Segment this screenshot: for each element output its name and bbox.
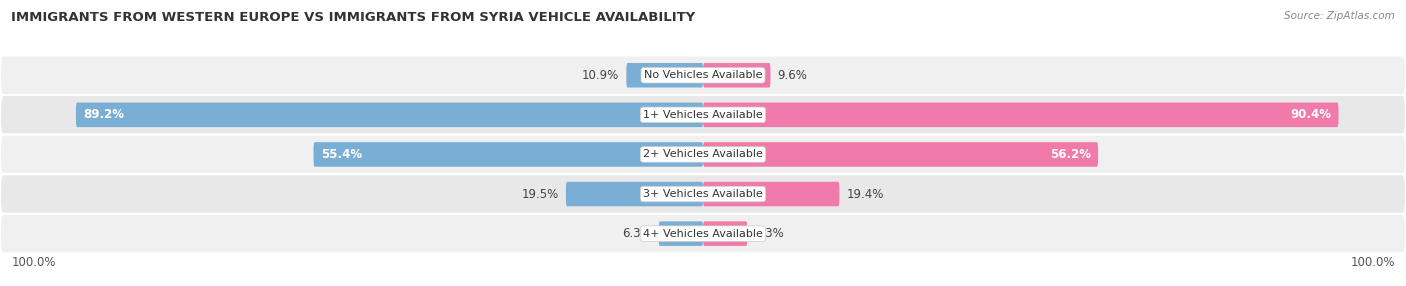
FancyBboxPatch shape	[0, 214, 1406, 253]
Text: 1+ Vehicles Available: 1+ Vehicles Available	[643, 110, 763, 120]
FancyBboxPatch shape	[76, 103, 703, 127]
Text: 89.2%: 89.2%	[83, 108, 124, 121]
FancyBboxPatch shape	[703, 142, 1098, 167]
Text: 6.3%: 6.3%	[621, 227, 652, 240]
FancyBboxPatch shape	[0, 135, 1406, 174]
FancyBboxPatch shape	[703, 63, 770, 88]
Text: 9.6%: 9.6%	[778, 69, 807, 82]
Text: 3+ Vehicles Available: 3+ Vehicles Available	[643, 189, 763, 199]
FancyBboxPatch shape	[314, 142, 703, 167]
Text: 10.9%: 10.9%	[582, 69, 619, 82]
Text: 2+ Vehicles Available: 2+ Vehicles Available	[643, 150, 763, 159]
Text: 56.2%: 56.2%	[1050, 148, 1091, 161]
Text: 19.4%: 19.4%	[846, 188, 884, 200]
FancyBboxPatch shape	[565, 182, 703, 206]
Text: 100.0%: 100.0%	[11, 256, 56, 269]
Text: 6.3%: 6.3%	[754, 227, 785, 240]
Text: 90.4%: 90.4%	[1291, 108, 1331, 121]
FancyBboxPatch shape	[658, 221, 703, 246]
FancyBboxPatch shape	[627, 63, 703, 88]
FancyBboxPatch shape	[0, 55, 1406, 95]
Text: IMMIGRANTS FROM WESTERN EUROPE VS IMMIGRANTS FROM SYRIA VEHICLE AVAILABILITY: IMMIGRANTS FROM WESTERN EUROPE VS IMMIGR…	[11, 11, 696, 24]
FancyBboxPatch shape	[0, 174, 1406, 214]
Text: 4+ Vehicles Available: 4+ Vehicles Available	[643, 229, 763, 239]
FancyBboxPatch shape	[703, 103, 1339, 127]
Text: No Vehicles Available: No Vehicles Available	[644, 70, 762, 80]
FancyBboxPatch shape	[703, 182, 839, 206]
Text: 55.4%: 55.4%	[321, 148, 361, 161]
Text: 100.0%: 100.0%	[1350, 256, 1395, 269]
FancyBboxPatch shape	[703, 221, 748, 246]
FancyBboxPatch shape	[0, 95, 1406, 135]
Text: 19.5%: 19.5%	[522, 188, 560, 200]
Text: Source: ZipAtlas.com: Source: ZipAtlas.com	[1284, 11, 1395, 21]
